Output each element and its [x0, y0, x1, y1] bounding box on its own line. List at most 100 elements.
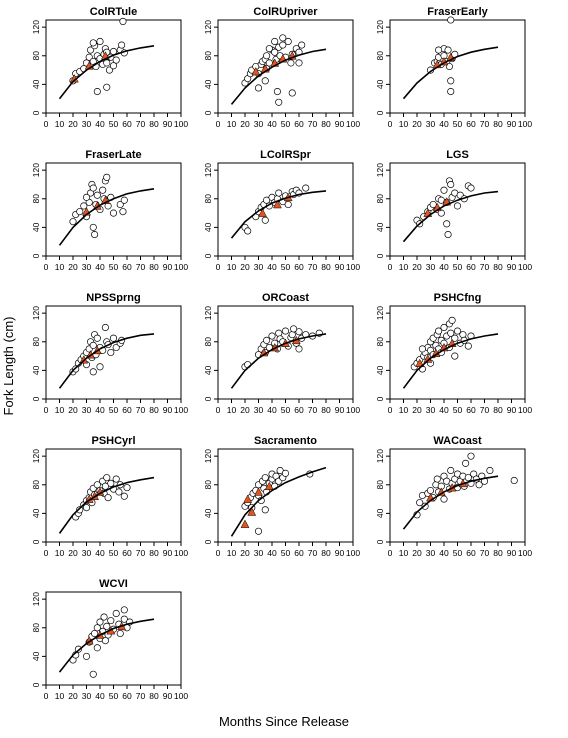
x-tick-label: 10: [55, 262, 65, 272]
x-tick-label: 70: [480, 405, 490, 415]
x-tick-label: 20: [68, 119, 78, 129]
data-point: [464, 342, 472, 350]
x-tick-label: 90: [507, 262, 517, 272]
x-tick-label: 80: [149, 119, 159, 129]
panel-title: WACoast: [433, 435, 482, 447]
plot-frame: [45, 162, 182, 257]
panel-title: ColRTule: [90, 6, 137, 18]
x-tick-label: 40: [439, 262, 449, 272]
y-tick-label: 40: [375, 365, 385, 375]
y-tick-label: 80: [375, 480, 385, 490]
data-point: [459, 331, 467, 339]
x-tick-label: 10: [55, 548, 65, 558]
x-tick-label: 50: [109, 262, 119, 272]
x-tick-label: 40: [95, 405, 105, 415]
plot-frame: [45, 591, 182, 686]
y-tick-label: 120: [203, 449, 213, 463]
x-tick-label: 60: [294, 405, 304, 415]
data-point: [85, 53, 93, 61]
x-tick-label: 0: [44, 262, 49, 272]
data-point: [101, 482, 109, 490]
x-tick-label: 80: [149, 691, 159, 701]
data-point: [87, 46, 95, 54]
x-tick-label: 60: [466, 405, 476, 415]
x-tick-label: 80: [493, 405, 503, 415]
plot-frame: [45, 448, 182, 543]
data-point: [447, 329, 455, 337]
x-tick-label: 50: [453, 405, 463, 415]
data-point: [104, 494, 112, 502]
y-tick-label: 120: [31, 20, 41, 34]
data-point: [96, 618, 104, 626]
x-tick-label: 20: [412, 119, 422, 129]
x-tick-label: 100: [518, 548, 532, 558]
data-point: [510, 476, 518, 485]
y-tick-label: 0: [31, 682, 41, 687]
x-tick-label: 30: [426, 262, 436, 272]
data-point: [453, 327, 462, 335]
data-point: [120, 606, 128, 614]
y-tick-label: 120: [375, 20, 385, 34]
triangle-marker: [251, 66, 261, 76]
x-tick-label: 100: [174, 548, 188, 558]
panel-title: NPSSprng: [86, 292, 140, 304]
data-point: [416, 499, 424, 507]
x-tick-label: 0: [388, 262, 393, 272]
x-tick-label: 80: [321, 405, 331, 415]
y-tick-label: 80: [31, 194, 41, 204]
y-tick-label: 80: [375, 337, 385, 347]
plot-frame: [217, 448, 354, 543]
data-point: [120, 615, 128, 623]
x-tick-label: 90: [507, 119, 517, 129]
x-tick-label: 30: [82, 405, 92, 415]
data-point: [275, 189, 283, 197]
x-tick-label: 30: [82, 262, 92, 272]
x-tick-label: 60: [122, 119, 132, 129]
x-tick-label: 80: [493, 262, 503, 272]
data-point: [103, 474, 111, 482]
panel-title: PSHCyrl: [91, 435, 135, 447]
growth-curve: [58, 45, 155, 100]
x-tick-label: 50: [453, 262, 463, 272]
x-tick-label: 40: [439, 548, 449, 558]
x-tick-label: 0: [216, 262, 221, 272]
x-tick-label: 90: [507, 405, 517, 415]
x-tick-label: 70: [136, 405, 146, 415]
x-tick-label: 20: [68, 691, 78, 701]
y-tick-label: 80: [203, 480, 213, 490]
data-point: [281, 469, 290, 477]
data-point: [118, 41, 126, 49]
x-tick-label: 50: [281, 262, 291, 272]
x-tick-label: 60: [294, 119, 304, 129]
data-point: [93, 624, 101, 632]
x-tick-label: 100: [346, 548, 360, 558]
data-point: [444, 46, 452, 54]
y-tick-label: 120: [203, 306, 213, 320]
data-point: [435, 46, 443, 54]
data-point: [116, 200, 124, 209]
x-tick-label: 90: [163, 691, 173, 701]
panel-title: FraserLate: [85, 149, 141, 161]
data-point: [295, 59, 303, 67]
data-point: [290, 325, 298, 333]
plot-frame: [389, 19, 526, 114]
panel-title: WCVI: [99, 578, 128, 590]
x-tick-label: 10: [399, 405, 409, 415]
data-point: [107, 617, 115, 625]
data-point: [93, 644, 101, 652]
data-point: [112, 475, 120, 483]
x-tick-label: 0: [44, 548, 49, 558]
data-point: [76, 208, 84, 216]
y-tick-label: 0: [375, 539, 385, 544]
data-point: [107, 479, 115, 487]
x-tick-label: 60: [466, 548, 476, 558]
y-tick-label: 80: [31, 623, 41, 633]
x-tick-label: 10: [55, 405, 65, 415]
x-tick-label: 20: [412, 405, 422, 415]
x-tick-label: 60: [294, 548, 304, 558]
x-tick-label: 0: [388, 548, 393, 558]
data-point: [93, 481, 101, 489]
